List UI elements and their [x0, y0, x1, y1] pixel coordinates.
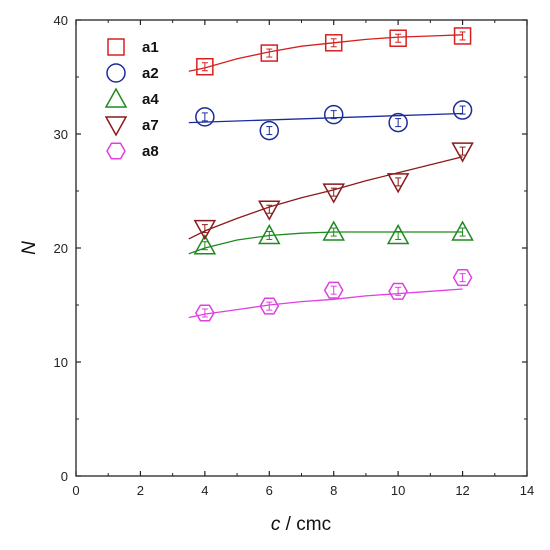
y-tick-label: 30	[54, 127, 68, 142]
x-axis-unit: / cmc	[280, 514, 331, 535]
data-point-a7	[322, 183, 345, 204]
data-point-a1	[196, 57, 214, 76]
data-point-a1	[453, 27, 472, 45]
data-point-a2	[323, 104, 344, 125]
data-point-a8	[195, 304, 215, 322]
fit-curves-layer	[188, 34, 463, 319]
y-tick-label: 10	[54, 355, 68, 370]
data-point-a4	[258, 223, 281, 245]
x-tick-label: 12	[455, 483, 469, 498]
x-tick-label: 2	[137, 483, 144, 498]
data-point-a4	[386, 223, 410, 245]
data-point-a8	[323, 281, 344, 299]
data-point-a8	[259, 297, 280, 315]
y-tick-label: 20	[54, 241, 68, 256]
y-tick-label: 40	[54, 13, 68, 28]
data-point-a2	[259, 120, 280, 141]
data-point-a7	[258, 200, 281, 221]
data-point-a7	[193, 219, 217, 241]
legend: a1 a2 a4 a7 a8	[104, 38, 159, 160]
data-point-a1	[260, 44, 279, 62]
data-point-a1	[389, 29, 407, 47]
plot-frame-layer	[75, 19, 528, 477]
y-tick-label: 0	[61, 469, 68, 484]
data-point-a7	[451, 142, 474, 163]
legend-label-a4: a4	[142, 91, 159, 108]
x-tick-label: 14	[520, 483, 534, 498]
fit-curve-a8	[188, 288, 463, 319]
data-points-layer	[193, 27, 474, 322]
data-point-a1	[324, 34, 343, 52]
x-axis-variable: c	[271, 514, 281, 535]
data-point-a4	[322, 220, 345, 241]
x-tick-label: 8	[330, 483, 337, 498]
legend-label-a7: a7	[142, 117, 159, 134]
data-point-a8	[452, 269, 473, 287]
data-point-a4	[193, 234, 217, 255]
x-tick-label: 6	[266, 483, 273, 498]
x-tick-label: 4	[201, 483, 208, 498]
data-point-a8	[388, 282, 408, 300]
legend-label-a8: a8	[142, 143, 159, 160]
legend-marker-a7	[104, 116, 128, 137]
legend-marker-a4	[104, 87, 128, 108]
data-point-a7	[386, 173, 410, 194]
legend-marker-a1	[107, 38, 125, 56]
y-axis-label: N	[19, 241, 40, 255]
legend-label-a2: a2	[142, 65, 159, 82]
data-point-a2	[195, 107, 215, 127]
x-tick-label: 0	[72, 483, 79, 498]
x-tick-label: 10	[391, 483, 405, 498]
legend-marker-a2	[106, 63, 126, 83]
legend-marker-a8	[106, 142, 126, 160]
fit-curve-a4	[188, 231, 463, 255]
tick-layer: 0 2 4 6 8 10 12 14 0 10 20 30 40	[54, 13, 535, 498]
x-axis-label: c / cmc	[271, 514, 331, 535]
data-point-a2	[388, 112, 408, 133]
plot-frame	[75, 19, 528, 477]
fit-curve-a1	[188, 34, 463, 72]
data-point-a4	[451, 220, 474, 241]
fit-curve-a7	[188, 156, 463, 240]
data-point-a2	[452, 100, 473, 120]
legend-label-a1: a1	[142, 39, 159, 56]
